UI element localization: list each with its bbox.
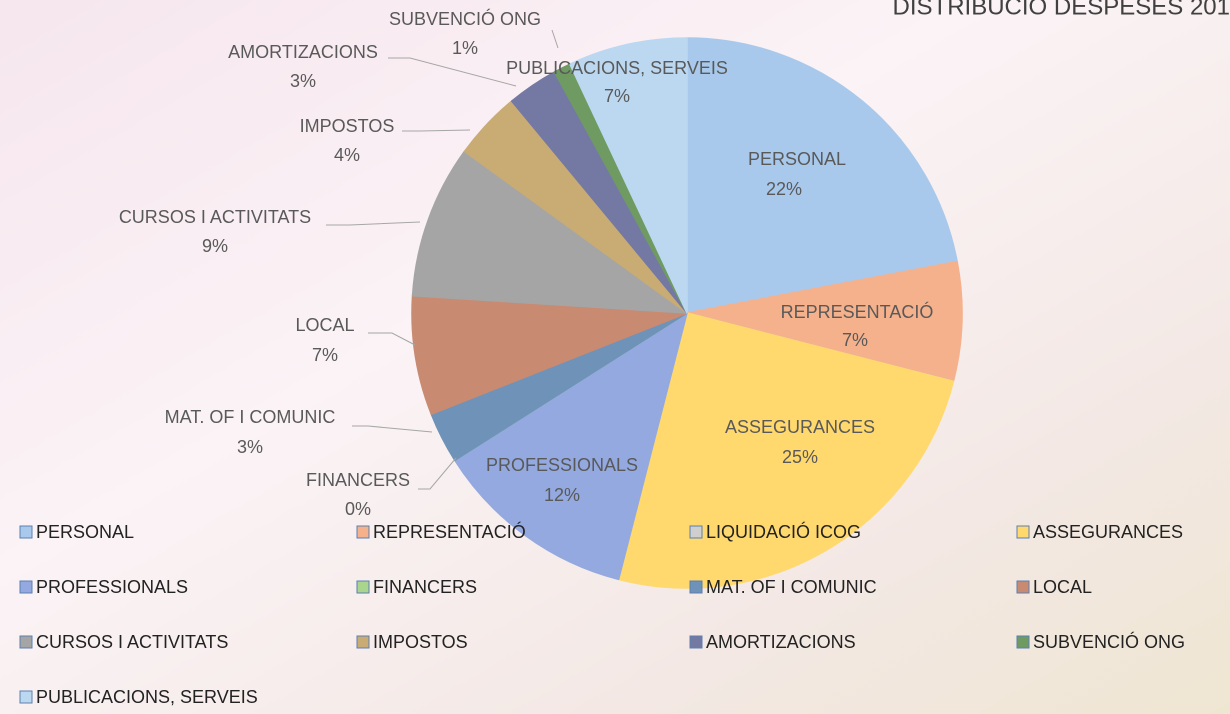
legend-swatch <box>1017 581 1029 593</box>
slice-label: REPRESENTACIÓ <box>781 301 934 322</box>
legend-label: PERSONAL <box>36 522 134 542</box>
slice-value-label: 7% <box>842 330 868 350</box>
legend-label: REPRESENTACIÓ <box>373 521 526 542</box>
legend-label: CURSOS I ACTIVITATS <box>36 632 228 652</box>
slice-value-label: 25% <box>782 447 818 467</box>
slice-value-label: 7% <box>312 345 338 365</box>
slice-label: SUBVENCIÓ ONG <box>389 8 541 29</box>
slice-label: FINANCERS <box>306 470 410 490</box>
slice-label: PUBLICACIONS, SERVEIS <box>506 58 728 78</box>
legend-label: ASSEGURANCES <box>1033 522 1183 542</box>
legend-swatch <box>690 581 702 593</box>
slice-label: AMORTIZACIONS <box>228 42 378 62</box>
legend-label: LOCAL <box>1033 577 1092 597</box>
slice-value-label: 9% <box>202 236 228 256</box>
slice-label: PERSONAL <box>748 149 846 169</box>
slice-value-label: 12% <box>544 485 580 505</box>
legend-swatch <box>1017 636 1029 648</box>
legend-swatch <box>357 636 369 648</box>
legend-swatch <box>20 691 32 703</box>
slice-label: IMPOSTOS <box>300 116 395 136</box>
chart-title: DISTRIBUCIÓ DESPESES 201 <box>893 0 1230 20</box>
legend-label: MAT. OF I COMUNIC <box>706 577 877 597</box>
slice-value-label: 1% <box>452 38 478 58</box>
slice-value-label: 0% <box>345 499 371 519</box>
legend-label: PUBLICACIONS, SERVEIS <box>36 687 258 707</box>
slice-value-label: 4% <box>334 145 360 165</box>
legend-swatch <box>357 581 369 593</box>
slice-label: ASSEGURANCES <box>725 417 875 437</box>
legend-label: FINANCERS <box>373 577 477 597</box>
legend-swatch <box>20 526 32 538</box>
slice-value-label: 3% <box>290 71 316 91</box>
legend-label: SUBVENCIÓ ONG <box>1033 631 1185 652</box>
legend-label: AMORTIZACIONS <box>706 632 856 652</box>
legend-swatch <box>690 636 702 648</box>
legend-label: IMPOSTOS <box>373 632 468 652</box>
legend-swatch <box>690 526 702 538</box>
legend-label: LIQUIDACIÓ ICOG <box>706 521 861 542</box>
chart: DISTRIBUCIÓ DESPESES 201 PERSONAL 22% REPR… <box>0 0 1230 714</box>
slice-label: LOCAL <box>295 315 354 335</box>
legend-swatch <box>357 526 369 538</box>
slice-label: PROFESSIONALS <box>486 455 638 475</box>
slice-value-label: 7% <box>604 86 630 106</box>
legend-label: PROFESSIONALS <box>36 577 188 597</box>
legend-swatch <box>1017 526 1029 538</box>
slice-label: MAT. OF I COMUNIC <box>165 407 336 427</box>
slice-value-label: 22% <box>766 179 802 199</box>
slice-label: CURSOS I ACTIVITATS <box>119 207 311 227</box>
legend-swatch <box>20 581 32 593</box>
legend-swatch <box>20 636 32 648</box>
slice-value-label: 3% <box>237 437 263 457</box>
